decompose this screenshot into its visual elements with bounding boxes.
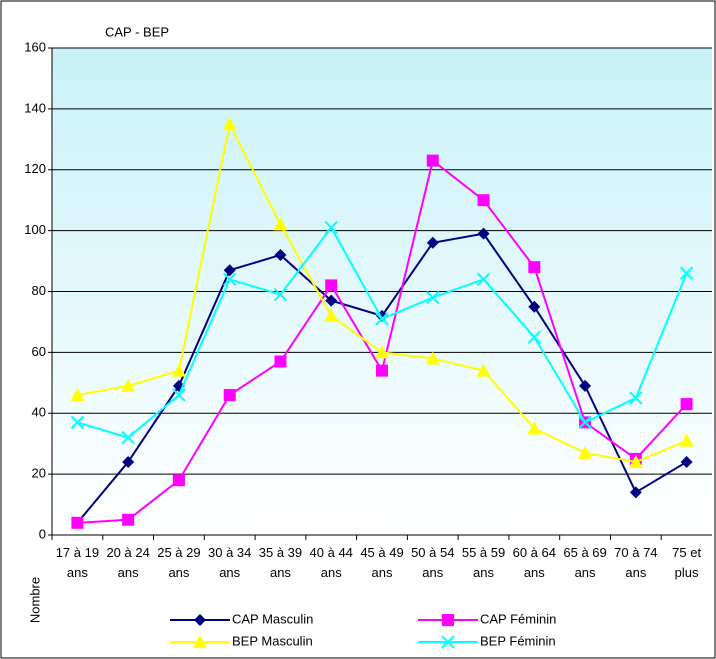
marker [679, 266, 694, 280]
marker [426, 236, 439, 249]
chart-title: CAP - BEP [105, 24, 169, 39]
marker [274, 248, 287, 261]
marker [629, 391, 643, 405]
y-axis-label: Nombre [27, 577, 42, 623]
marker [71, 516, 84, 529]
marker [223, 388, 236, 401]
x-tick-label: 45 à 49 ans [360, 545, 404, 580]
marker [476, 363, 491, 377]
marker [223, 264, 236, 277]
marker [628, 454, 643, 468]
legend-item: BEP Masculin [170, 633, 313, 648]
legend-marker [442, 614, 454, 626]
x-tick-label: 20 à 24 ans [106, 545, 150, 580]
legend-label: BEP Féminin [480, 633, 556, 648]
legend-label: BEP Masculin [232, 633, 313, 648]
y-tick-label: 80 [32, 283, 46, 298]
x-tick-label: 50 à 54 ans [411, 545, 455, 580]
y-tick-label: 160 [24, 39, 46, 54]
marker [70, 387, 85, 401]
legend-marker [194, 614, 206, 626]
y-tick-label: 140 [24, 100, 46, 115]
marker [528, 300, 541, 313]
y-tick-label: 100 [24, 222, 46, 237]
marker [425, 351, 440, 365]
marker [171, 363, 186, 377]
x-tick-label: 17 à 19 ans [55, 545, 100, 580]
marker [375, 312, 389, 326]
legend-label: CAP Masculin [232, 611, 313, 626]
marker [172, 388, 186, 402]
marker [70, 415, 85, 430]
marker [324, 308, 339, 322]
marker [579, 379, 592, 392]
marker [274, 355, 287, 368]
x-tick-label: 60 à 64 ans [512, 545, 556, 580]
marker [477, 227, 490, 240]
marker [122, 455, 135, 468]
marker [325, 294, 338, 307]
y-tick-label: 120 [24, 161, 46, 176]
x-tick-label: 25 à 29 ans [157, 545, 201, 580]
marker [679, 433, 694, 447]
y-tick-label: 60 [32, 344, 46, 359]
marker [121, 378, 136, 392]
x-tick-label: 75 et plus [672, 545, 702, 580]
marker [324, 220, 338, 235]
x-tick-label: 65 à 69 ans [563, 545, 607, 580]
marker [172, 474, 185, 487]
marker [477, 194, 490, 207]
legend-item: BEP Féminin [418, 633, 556, 649]
marker [578, 445, 593, 459]
y-tick-label: 40 [32, 405, 46, 420]
legend-item: CAP Féminin [418, 611, 556, 626]
marker [376, 364, 388, 377]
marker [375, 345, 389, 359]
legend-item: CAP Masculin [170, 611, 313, 626]
legend-marker [441, 635, 455, 649]
marker [629, 486, 642, 499]
x-tick-label: 35 à 39 ans [258, 545, 303, 580]
marker [222, 272, 237, 287]
marker [680, 398, 693, 411]
marker [426, 290, 440, 305]
marker [325, 279, 338, 292]
marker [527, 330, 542, 344]
marker [222, 117, 237, 131]
x-tick-label: 55 à 59 ans [461, 545, 506, 580]
marker [426, 154, 439, 167]
marker [121, 430, 135, 445]
x-tick-label: 40 à 44 ans [309, 545, 353, 580]
marker [528, 261, 541, 274]
marker [578, 415, 592, 430]
marker [273, 287, 288, 302]
x-tick-label: 30 à 34 ans [208, 545, 252, 580]
marker [680, 455, 693, 468]
legend-marker [193, 635, 207, 648]
marker [273, 217, 288, 231]
y-tick-label: 0 [39, 526, 46, 541]
marker [527, 421, 542, 435]
legend-label: CAP Féminin [480, 611, 556, 626]
x-tick-label: 70 à 74 ans [614, 545, 658, 580]
y-tick-label: 20 [32, 466, 46, 481]
marker [476, 272, 491, 287]
marker [122, 513, 135, 526]
